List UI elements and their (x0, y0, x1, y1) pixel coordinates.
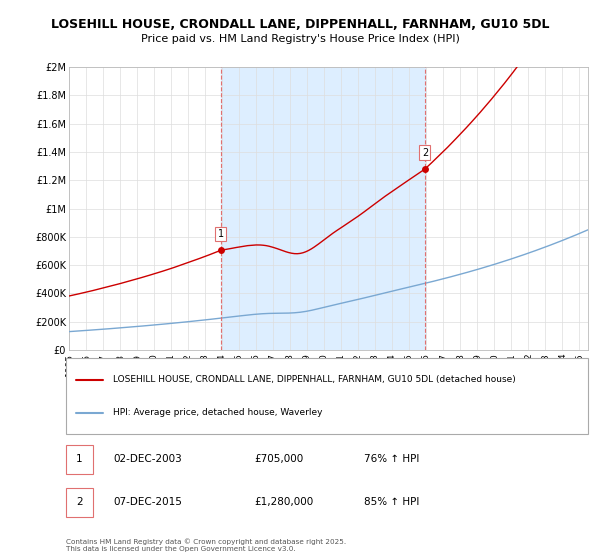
Text: 2: 2 (76, 497, 83, 507)
Text: £705,000: £705,000 (254, 454, 303, 464)
FancyBboxPatch shape (66, 445, 93, 474)
Bar (221, 67, 425, 350)
Text: 1: 1 (76, 454, 83, 464)
Text: 1: 1 (218, 229, 224, 239)
Text: LOSEHILL HOUSE, CRONDALL LANE, DIPPENHALL, FARNHAM, GU10 5DL: LOSEHILL HOUSE, CRONDALL LANE, DIPPENHAL… (51, 18, 549, 31)
Text: 85% ↑ HPI: 85% ↑ HPI (364, 497, 419, 507)
FancyBboxPatch shape (66, 488, 93, 517)
Text: 76% ↑ HPI: 76% ↑ HPI (364, 454, 419, 464)
Text: Contains HM Land Registry data © Crown copyright and database right 2025.
This d: Contains HM Land Registry data © Crown c… (66, 539, 346, 552)
Text: LOSEHILL HOUSE, CRONDALL LANE, DIPPENHALL, FARNHAM, GU10 5DL (detached house): LOSEHILL HOUSE, CRONDALL LANE, DIPPENHAL… (113, 375, 516, 384)
Text: £1,280,000: £1,280,000 (254, 497, 313, 507)
Text: 2: 2 (422, 148, 428, 158)
Text: Price paid vs. HM Land Registry's House Price Index (HPI): Price paid vs. HM Land Registry's House … (140, 34, 460, 44)
Text: HPI: Average price, detached house, Waverley: HPI: Average price, detached house, Wave… (113, 408, 322, 417)
Text: 02-DEC-2003: 02-DEC-2003 (113, 454, 182, 464)
FancyBboxPatch shape (66, 358, 588, 434)
Text: 07-DEC-2015: 07-DEC-2015 (113, 497, 182, 507)
